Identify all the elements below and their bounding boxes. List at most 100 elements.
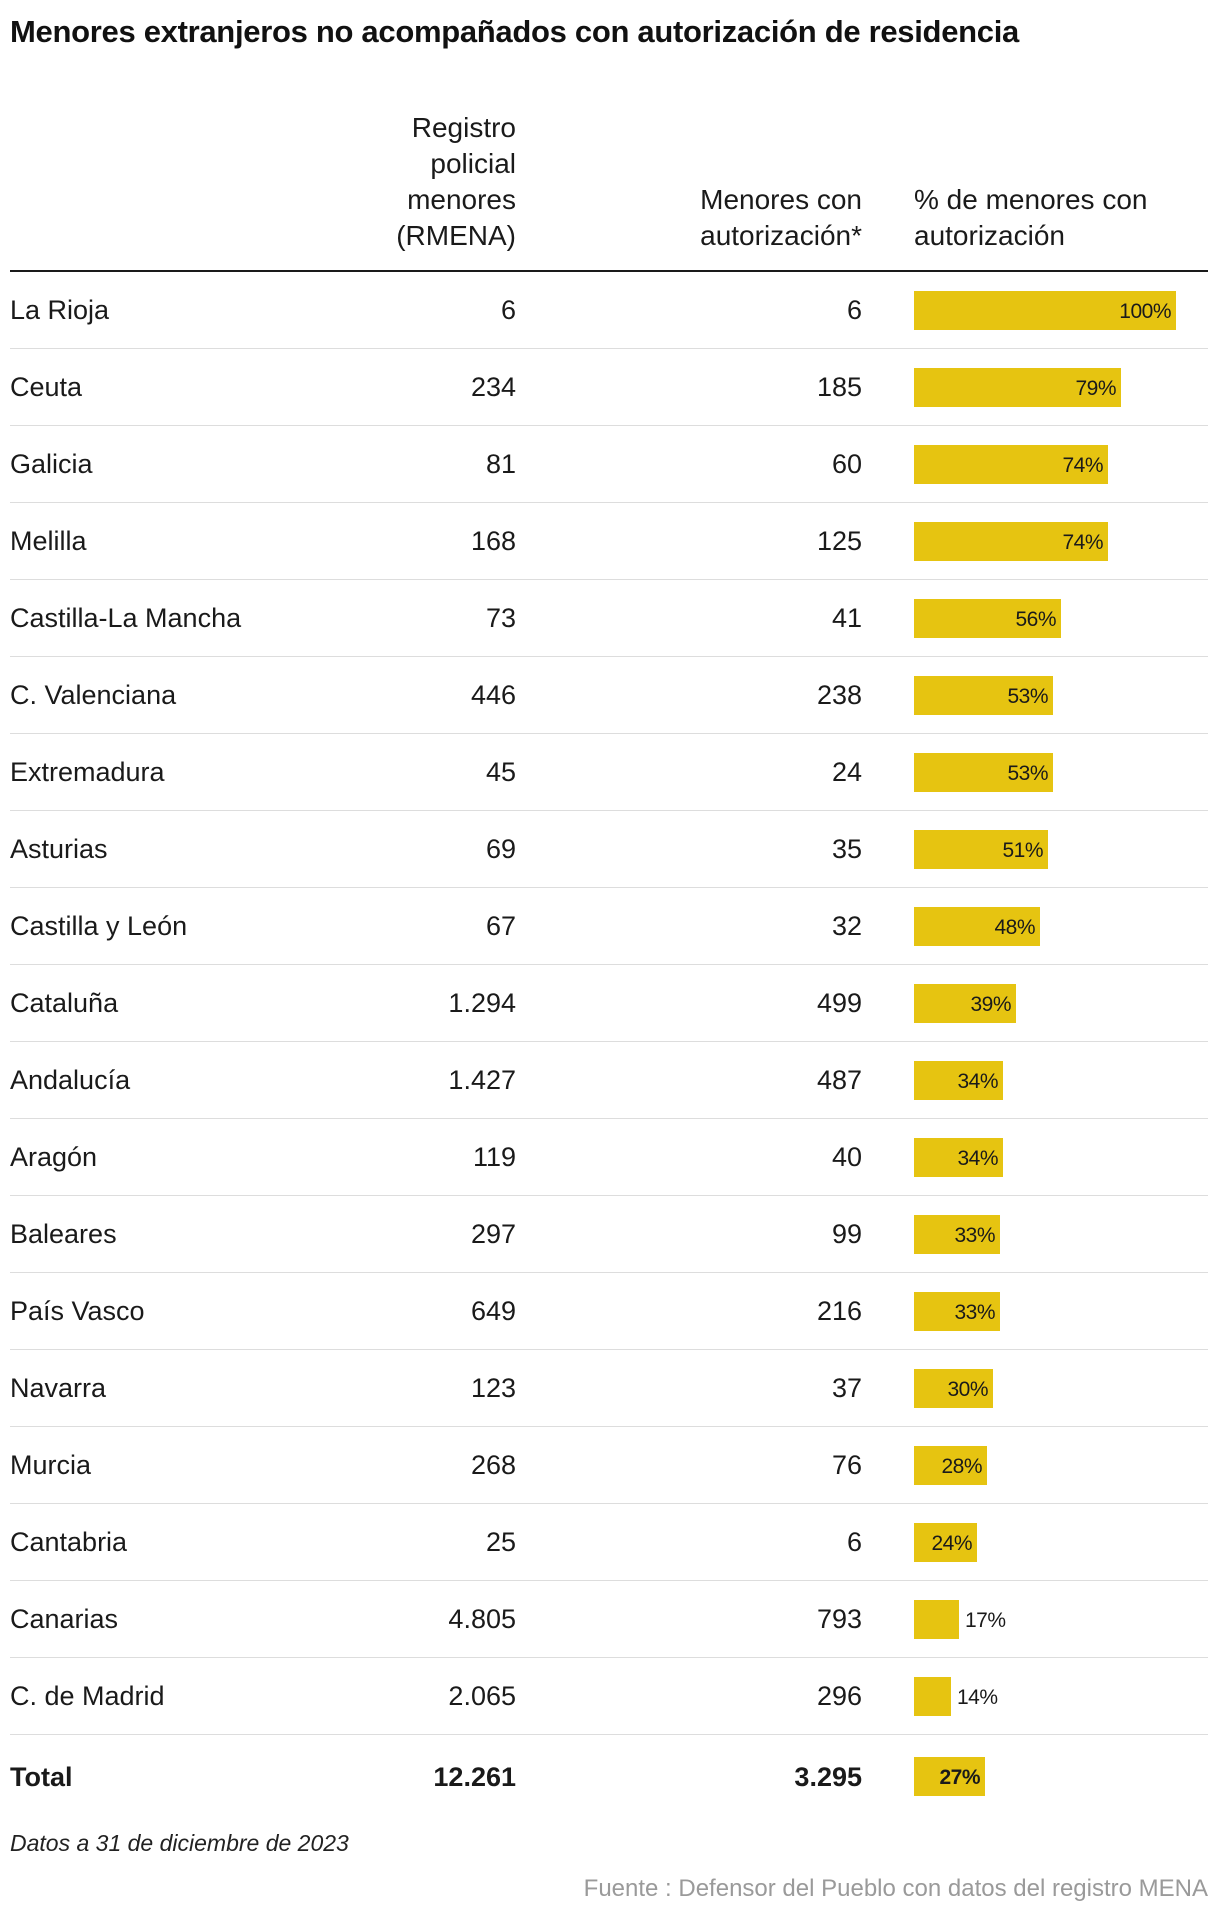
percent-label: 17% [965, 1609, 1006, 1632]
region-name: País Vasco [10, 1296, 145, 1326]
authorized-value: 185 [816, 372, 862, 402]
percent-bar-cell: 33% [914, 1215, 1204, 1254]
rmena-value: 1.294 [448, 988, 516, 1018]
percent-bar-cell: 74% [914, 445, 1204, 484]
percent-bar-cell: 39% [914, 984, 1204, 1023]
percent-bar [914, 1292, 1000, 1331]
authorized-value: 6 [846, 1527, 862, 1557]
percent-bar-cell: 53% [914, 753, 1204, 792]
percent-label: 79% [1075, 377, 1116, 400]
rmena-value: 69 [485, 834, 516, 864]
region-name: C. Valenciana [10, 680, 177, 710]
table-row: C. de Madrid 2.065 296 14% [10, 1658, 1208, 1735]
rmena-value: 6 [500, 295, 516, 325]
rmena-value: 12.261 [433, 1762, 516, 1792]
region-name: Total [10, 1762, 73, 1792]
percent-bar-cell: 53% [914, 676, 1204, 715]
percent-bar-cell: 30% [914, 1369, 1204, 1408]
percent-bar [914, 753, 1053, 792]
percent-bar [914, 1215, 1000, 1254]
table-row: País Vasco 649 216 33% [10, 1273, 1208, 1350]
authorized-value: 60 [831, 449, 862, 479]
rmena-value: 123 [470, 1373, 516, 1403]
authorized-value: 37 [831, 1373, 862, 1403]
region-name: Castilla y León [10, 911, 188, 941]
authorized-value: 487 [816, 1065, 862, 1095]
table-row: Canarias 4.805 793 17% [10, 1581, 1208, 1658]
authorized-value: 24 [831, 757, 862, 787]
header-percent: % de menores con autorización [914, 184, 1148, 251]
region-name: Galicia [10, 449, 93, 479]
region-name: Canarias [10, 1604, 119, 1634]
header-authorized: Menores con autorización* [700, 184, 862, 251]
percent-label: 53% [1007, 685, 1048, 708]
percent-bar [914, 907, 1040, 946]
table-row: Asturias 69 35 51% [10, 811, 1208, 888]
rmena-value: 119 [472, 1142, 516, 1172]
authorized-value: 32 [831, 911, 862, 941]
percent-label: 30% [947, 1378, 988, 1401]
percent-bar-cell: 14% [914, 1677, 1204, 1716]
percent-bar [914, 1757, 985, 1796]
total-row: Total 12.261 3.295 27% [10, 1735, 1208, 1819]
authorized-value: 99 [831, 1219, 862, 1249]
header-rule [10, 270, 1208, 272]
table-row: Galicia 81 60 74% [10, 426, 1208, 503]
rmena-value: 67 [485, 911, 516, 941]
percent-label: 33% [954, 1301, 995, 1324]
rmena-value: 4.805 [448, 1604, 516, 1634]
authorized-value: 216 [816, 1296, 862, 1326]
percent-bar-cell: 74% [914, 522, 1204, 561]
percent-bar [914, 984, 1016, 1023]
percent-bar [914, 1369, 993, 1408]
rmena-value: 649 [470, 1296, 516, 1326]
region-name: Baleares [10, 1219, 117, 1249]
table-row: Andalucía 1.427 487 34% [10, 1042, 1208, 1119]
table-row: Aragón 119 40 34% [10, 1119, 1208, 1196]
percent-label: 14% [957, 1686, 998, 1709]
percent-label: 39% [970, 993, 1011, 1016]
authorized-value: 3.295 [794, 1762, 862, 1792]
percent-bar-cell: 34% [914, 1061, 1204, 1100]
authorized-value: 238 [816, 680, 862, 710]
table-row: Extremadura 45 24 53% [10, 734, 1208, 811]
rmena-value: 297 [470, 1219, 516, 1249]
rmena-value: 45 [485, 757, 516, 787]
percent-bar [914, 445, 1108, 484]
percent-bar [914, 1523, 977, 1562]
percent-label: 74% [1062, 454, 1103, 477]
authorized-value: 499 [816, 988, 862, 1018]
percent-bar [914, 1446, 987, 1485]
percent-label: 24% [931, 1532, 972, 1555]
rmena-value: 25 [485, 1527, 516, 1557]
data-table: La Rioja 6 6 100% Ceuta 234 185 79% Galicia 81 60 7… [10, 272, 1208, 1819]
rmena-value: 168 [470, 526, 516, 556]
rmena-value: 446 [470, 680, 516, 710]
region-name: Asturias [10, 834, 108, 864]
region-name: Navarra [10, 1373, 107, 1403]
authorized-value: 35 [831, 834, 862, 864]
region-name: Melilla [10, 526, 87, 556]
percent-bar [914, 368, 1121, 407]
percent-bar [914, 676, 1053, 715]
percent-label: 74% [1062, 531, 1103, 554]
percent-label: 34% [957, 1070, 998, 1093]
percent-bar-cell: 33% [914, 1292, 1204, 1331]
percent-bar-cell: 34% [914, 1138, 1204, 1177]
table-row: Castilla y León 67 32 48% [10, 888, 1208, 965]
table-row: Cantabria 25 6 24% [10, 1504, 1208, 1581]
percent-label: 28% [941, 1455, 982, 1478]
percent-bar-cell: 28% [914, 1446, 1204, 1485]
region-name: Andalucía [10, 1065, 131, 1095]
region-name: Extremadura [10, 757, 165, 787]
region-name: Castilla-La Mancha [10, 603, 242, 633]
chart-title: Menores extranjeros no acompañados con a… [10, 14, 1019, 49]
table-row: C. Valenciana 446 238 53% [10, 657, 1208, 734]
percent-bar-cell: 17% [914, 1600, 1204, 1639]
table-row: Melilla 168 125 74% [10, 503, 1208, 580]
percent-bar-cell: 100% [914, 291, 1204, 330]
authorized-value: 41 [831, 603, 862, 633]
percent-bar [914, 522, 1108, 561]
region-name: Cataluña [10, 988, 119, 1018]
table-row: Castilla-La Mancha 73 41 56% [10, 580, 1208, 657]
